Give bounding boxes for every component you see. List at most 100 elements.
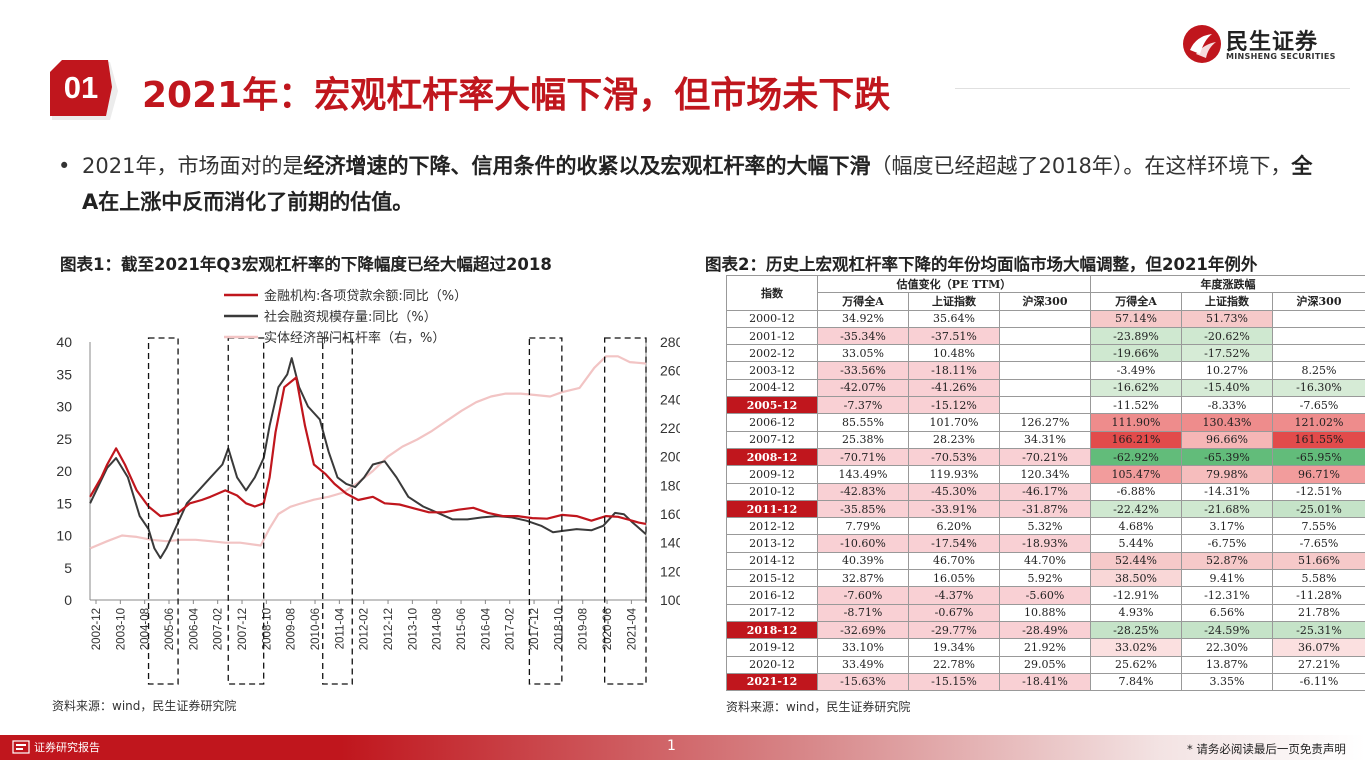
row-year: 2010-12	[726, 482, 818, 501]
table-row: 2019-12 33.10% 19.34% 21.92% 33.02% 22.30% 36.…	[726, 638, 1365, 657]
header-col: 上证指数	[908, 292, 1000, 311]
x-tick-label: 2002-12	[91, 608, 103, 650]
row-cell: -46.17%	[999, 482, 1091, 501]
brand-logo-icon	[1183, 25, 1221, 63]
row-cell: -18.11%	[908, 361, 1000, 380]
table-row: 2002-12 33.05% 10.48% -19.66% -17.52%	[726, 344, 1365, 363]
bullet-text-part: （幅度已经超越了2018年）。在这样环境下，	[870, 154, 1292, 178]
row-cell: -10.60%	[817, 534, 909, 553]
x-tick-label: 2007-02	[213, 608, 225, 650]
row-cell: 21.92%	[999, 638, 1091, 657]
row-cell: 105.47%	[1090, 465, 1182, 484]
y-left-tick-label: 5	[64, 560, 72, 576]
table-row: 2010-12 -42.83% -45.30% -46.17% -6.88% -14.31…	[726, 482, 1365, 501]
row-cell: 19.34%	[908, 638, 1000, 657]
row-cell	[999, 361, 1091, 380]
figure1-source: 资料来源：wind，民生证券研究院	[52, 699, 237, 713]
table-row: 2013-12 -10.60% -17.54% -18.93% 5.44% -6.75% -…	[726, 534, 1365, 553]
header-col: 万得全A	[1090, 292, 1182, 311]
row-cell: 4.68%	[1090, 517, 1182, 536]
row-cell: 85.55%	[817, 413, 909, 432]
bullet-bold-part: 经济增速的下降、信用条件的收紧以及宏观杠杆率的大幅下滑	[303, 154, 871, 178]
table-row: 2006-12 85.55% 101.70% 126.27% 111.90% 130.43…	[726, 413, 1365, 432]
row-cell: 27.21%	[1271, 655, 1365, 674]
row-cell: 8.25%	[1271, 361, 1365, 380]
row-cell: 126.27%	[999, 413, 1091, 432]
row-cell: 34.31%	[999, 430, 1091, 449]
row-cell: 96.66%	[1181, 430, 1273, 449]
row-cell: 111.90%	[1090, 413, 1182, 432]
row-year: 2012-12	[726, 517, 818, 536]
row-cell: -35.34%	[817, 326, 909, 346]
bullet-text-part: 2021年，市场面对的是	[82, 154, 304, 178]
row-cell: 22.30%	[1181, 638, 1273, 657]
table-row: 2001-12 -35.34% -37.51% -23.89% -20.62%	[726, 326, 1365, 346]
table-row: 2014-12 40.39% 46.70% 44.70% 52.44% 52.87% 51.…	[726, 551, 1365, 571]
row-cell: -3.49%	[1090, 361, 1182, 380]
row-year: 2007-12	[726, 430, 818, 449]
row-cell: -15.12%	[908, 396, 1000, 415]
row-cell: -8.71%	[817, 603, 909, 622]
table-row: 2018-12 -32.69% -29.77% -28.49% -28.25% -24.5…	[726, 620, 1365, 640]
row-cell: 33.02%	[1090, 638, 1182, 657]
row-cell: -28.25%	[1090, 620, 1182, 640]
row-cell: -12.31%	[1181, 586, 1273, 605]
footer-bar	[0, 735, 1365, 760]
table-row: 2021-12 -15.63% -15.15% -18.41% 7.84% 3.35% -6…	[726, 672, 1365, 692]
figure1-title: 图表1：截至2021年Q3宏观杠杆率的下降幅度已经大幅超过2018	[60, 255, 552, 274]
row-cell: 79.98%	[1181, 465, 1273, 484]
y-right-tick-label: 240	[660, 391, 680, 407]
row-cell	[999, 378, 1091, 398]
row-cell: 10.27%	[1181, 361, 1273, 380]
row-cell: -16.62%	[1090, 378, 1182, 398]
legend-label: 金融机构:各项贷款余额:同比（%）	[264, 288, 467, 304]
row-year: 2017-12	[726, 603, 818, 622]
table-row: 2009-12 143.49% 119.93% 120.34% 105.47% 79.98…	[726, 465, 1365, 484]
row-cell: -29.77%	[908, 620, 1000, 640]
title-divider	[955, 88, 1350, 89]
x-tick-label: 2021-04	[626, 607, 638, 650]
x-tick-label: 2017-12	[529, 608, 541, 650]
legend-label: 社会融资规模存量:同比（%）	[264, 309, 437, 325]
row-cell: 25.62%	[1090, 655, 1182, 674]
x-tick-label: 2016-04	[480, 607, 492, 650]
table-row: 2007-12 25.38% 28.23% 34.31% 166.21% 96.66% 16…	[726, 430, 1365, 449]
y-right-tick-label: 180	[660, 477, 680, 493]
brand-subtitle: MINSHENG SECURITIES	[1226, 52, 1336, 61]
series-line-tsf	[89, 357, 647, 560]
row-cell: -11.28%	[1271, 586, 1365, 605]
row-cell: 33.05%	[817, 344, 909, 363]
table-row: 2000-12 34.92% 35.64% 57.14% 51.73%	[726, 309, 1365, 328]
y-left-tick-label: 30	[56, 399, 72, 415]
row-cell: 7.55%	[1271, 517, 1365, 536]
y-left-tick-label: 0	[64, 592, 72, 608]
page-title: 2021年：宏观杠杆率大幅下滑，但市场未下跌	[142, 75, 891, 116]
row-cell	[1271, 344, 1365, 363]
highlight-box	[604, 337, 647, 685]
row-cell: 130.43%	[1181, 413, 1273, 432]
row-cell: 25.38%	[817, 430, 909, 449]
row-year: 2013-12	[726, 534, 818, 553]
row-cell: -17.54%	[908, 534, 1000, 553]
row-cell: 22.78%	[908, 655, 1000, 674]
y-right-tick-label: 260	[660, 363, 680, 379]
legend-label: 实体经济部门杠杆率（右，%）	[264, 330, 445, 346]
row-cell: -70.71%	[817, 447, 909, 467]
table-row: 2020-12 33.49% 22.78% 29.05% 25.62% 13.87% 27.…	[726, 655, 1365, 674]
row-cell: 96.71%	[1271, 465, 1365, 484]
y-left-tick-label: 25	[56, 431, 72, 447]
row-cell: 21.78%	[1271, 603, 1365, 622]
row-cell: 57.14%	[1090, 309, 1182, 328]
row-cell: -33.56%	[817, 361, 909, 380]
row-cell: -22.42%	[1090, 499, 1182, 519]
row-cell: -42.83%	[817, 482, 909, 501]
row-cell: 44.70%	[999, 551, 1091, 571]
row-cell: -65.95%	[1271, 447, 1365, 467]
row-year: 2005-12	[726, 396, 818, 415]
row-cell	[999, 326, 1091, 346]
x-tick-label: 2020-06	[602, 608, 614, 650]
footer-disclaimer: * 请务必阅读最后一页免责声明	[1187, 742, 1346, 756]
x-tick-label: 2005-06	[164, 608, 176, 650]
row-cell: 4.93%	[1090, 603, 1182, 622]
row-cell: -19.66%	[1090, 344, 1182, 363]
